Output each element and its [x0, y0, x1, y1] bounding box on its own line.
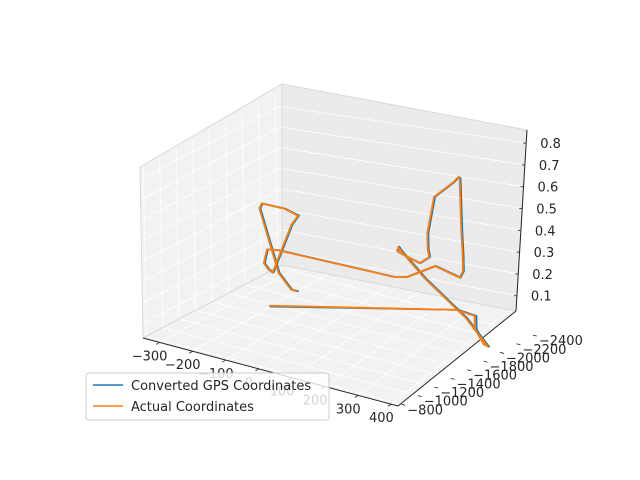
x-tick-mark	[354, 395, 359, 398]
series-line-1	[258, 176, 489, 348]
y-tick-mark	[466, 369, 472, 372]
z-tick-label: 0.1	[531, 290, 552, 305]
x-tick-label: 400	[369, 411, 394, 426]
y-gridline-wall	[208, 130, 213, 302]
axis-lines	[142, 129, 528, 407]
y-tick-label: −1600	[473, 369, 517, 384]
z-gridline	[140, 105, 527, 180]
z-tick-label: 0.7	[539, 159, 560, 174]
y-gridline-wall	[142, 165, 147, 337]
y-gridline	[277, 266, 533, 336]
z-axis-line	[515, 129, 528, 312]
y-gridline-wall	[192, 139, 197, 311]
y-tick-label: −1200	[440, 386, 484, 401]
y-gridline-wall	[225, 122, 229, 294]
x-gridline	[358, 303, 480, 396]
y-gridline	[162, 327, 418, 397]
x-gridline	[192, 273, 328, 352]
y-tick-mark	[434, 386, 439, 389]
y-gridline-wall	[159, 156, 164, 328]
x-tick-label: −200	[165, 358, 201, 373]
y-gridline	[211, 301, 468, 371]
z-tick-label: 0.8	[540, 137, 561, 152]
y-tick-mark	[417, 395, 422, 398]
x-gridline	[225, 279, 359, 361]
y-tick-mark	[450, 377, 455, 380]
y-gridline	[195, 309, 451, 379]
y-tick-label: −1000	[424, 395, 468, 410]
legend-label-gps: Converted GPS Coordinates	[131, 379, 311, 394]
legend-box	[85, 372, 330, 421]
y-tick-mark	[532, 334, 537, 337]
y-tick-mark	[401, 403, 406, 406]
x-axis-line	[142, 337, 399, 407]
x-tick-mark	[222, 359, 226, 363]
y-axis-line	[397, 310, 517, 407]
y-tick-label: −2400	[539, 334, 583, 349]
y-tick-label: −1800	[490, 360, 534, 375]
x-gridline	[324, 297, 450, 387]
z-gridline	[140, 147, 524, 221]
x-tick-label: 300	[336, 402, 361, 417]
z-tick-label: 0.4	[535, 224, 556, 239]
z-gridline	[140, 126, 525, 201]
back-pane	[282, 84, 527, 311]
z-tick-label: 0.5	[536, 203, 557, 218]
series-lines	[258, 176, 491, 348]
z-gridline	[141, 167, 523, 242]
left-pane	[140, 84, 282, 338]
z-tick-label: 0.2	[532, 268, 553, 283]
y-gridline-wall	[175, 147, 180, 320]
y-tick-mark	[516, 343, 521, 346]
y-gridline	[228, 292, 484, 362]
x-gridline	[291, 291, 419, 379]
x-gridline	[258, 285, 389, 370]
z-gridline	[142, 229, 519, 304]
y-tick-label: −2200	[522, 343, 566, 358]
y-gridline	[179, 318, 435, 388]
x-tick-mark	[188, 350, 193, 354]
y-tick-label: −800	[407, 403, 443, 418]
y-gridline-wall	[274, 96, 279, 268]
legend: Converted GPS Coordinates Actual Coordin…	[85, 372, 330, 421]
y-gridline-wall	[258, 104, 262, 276]
y-tick-mark	[499, 352, 505, 354]
z-tick-label: 0.6	[538, 181, 559, 196]
legend-label-actual: Actual Coordinates	[131, 400, 254, 415]
y-tick-mark	[483, 360, 488, 363]
y-tick-label: −1400	[457, 377, 501, 392]
x-tick-mark	[155, 342, 160, 345]
z-gridline	[141, 208, 520, 283]
y-gridline-wall	[241, 113, 246, 285]
gridlines	[140, 96, 533, 405]
x-gridline	[159, 267, 298, 343]
z-gridline	[141, 188, 521, 263]
x-tick-label: −300	[132, 349, 168, 364]
y-tick-label: −2000	[506, 351, 550, 366]
x-tick-mark	[255, 368, 260, 372]
y-gridline	[261, 275, 517, 345]
y-gridline	[244, 284, 501, 353]
x-gridline	[391, 309, 511, 405]
y-gridline	[146, 335, 402, 405]
z-tick-label: 0.3	[534, 246, 555, 261]
x-tick-mark	[387, 403, 392, 407]
